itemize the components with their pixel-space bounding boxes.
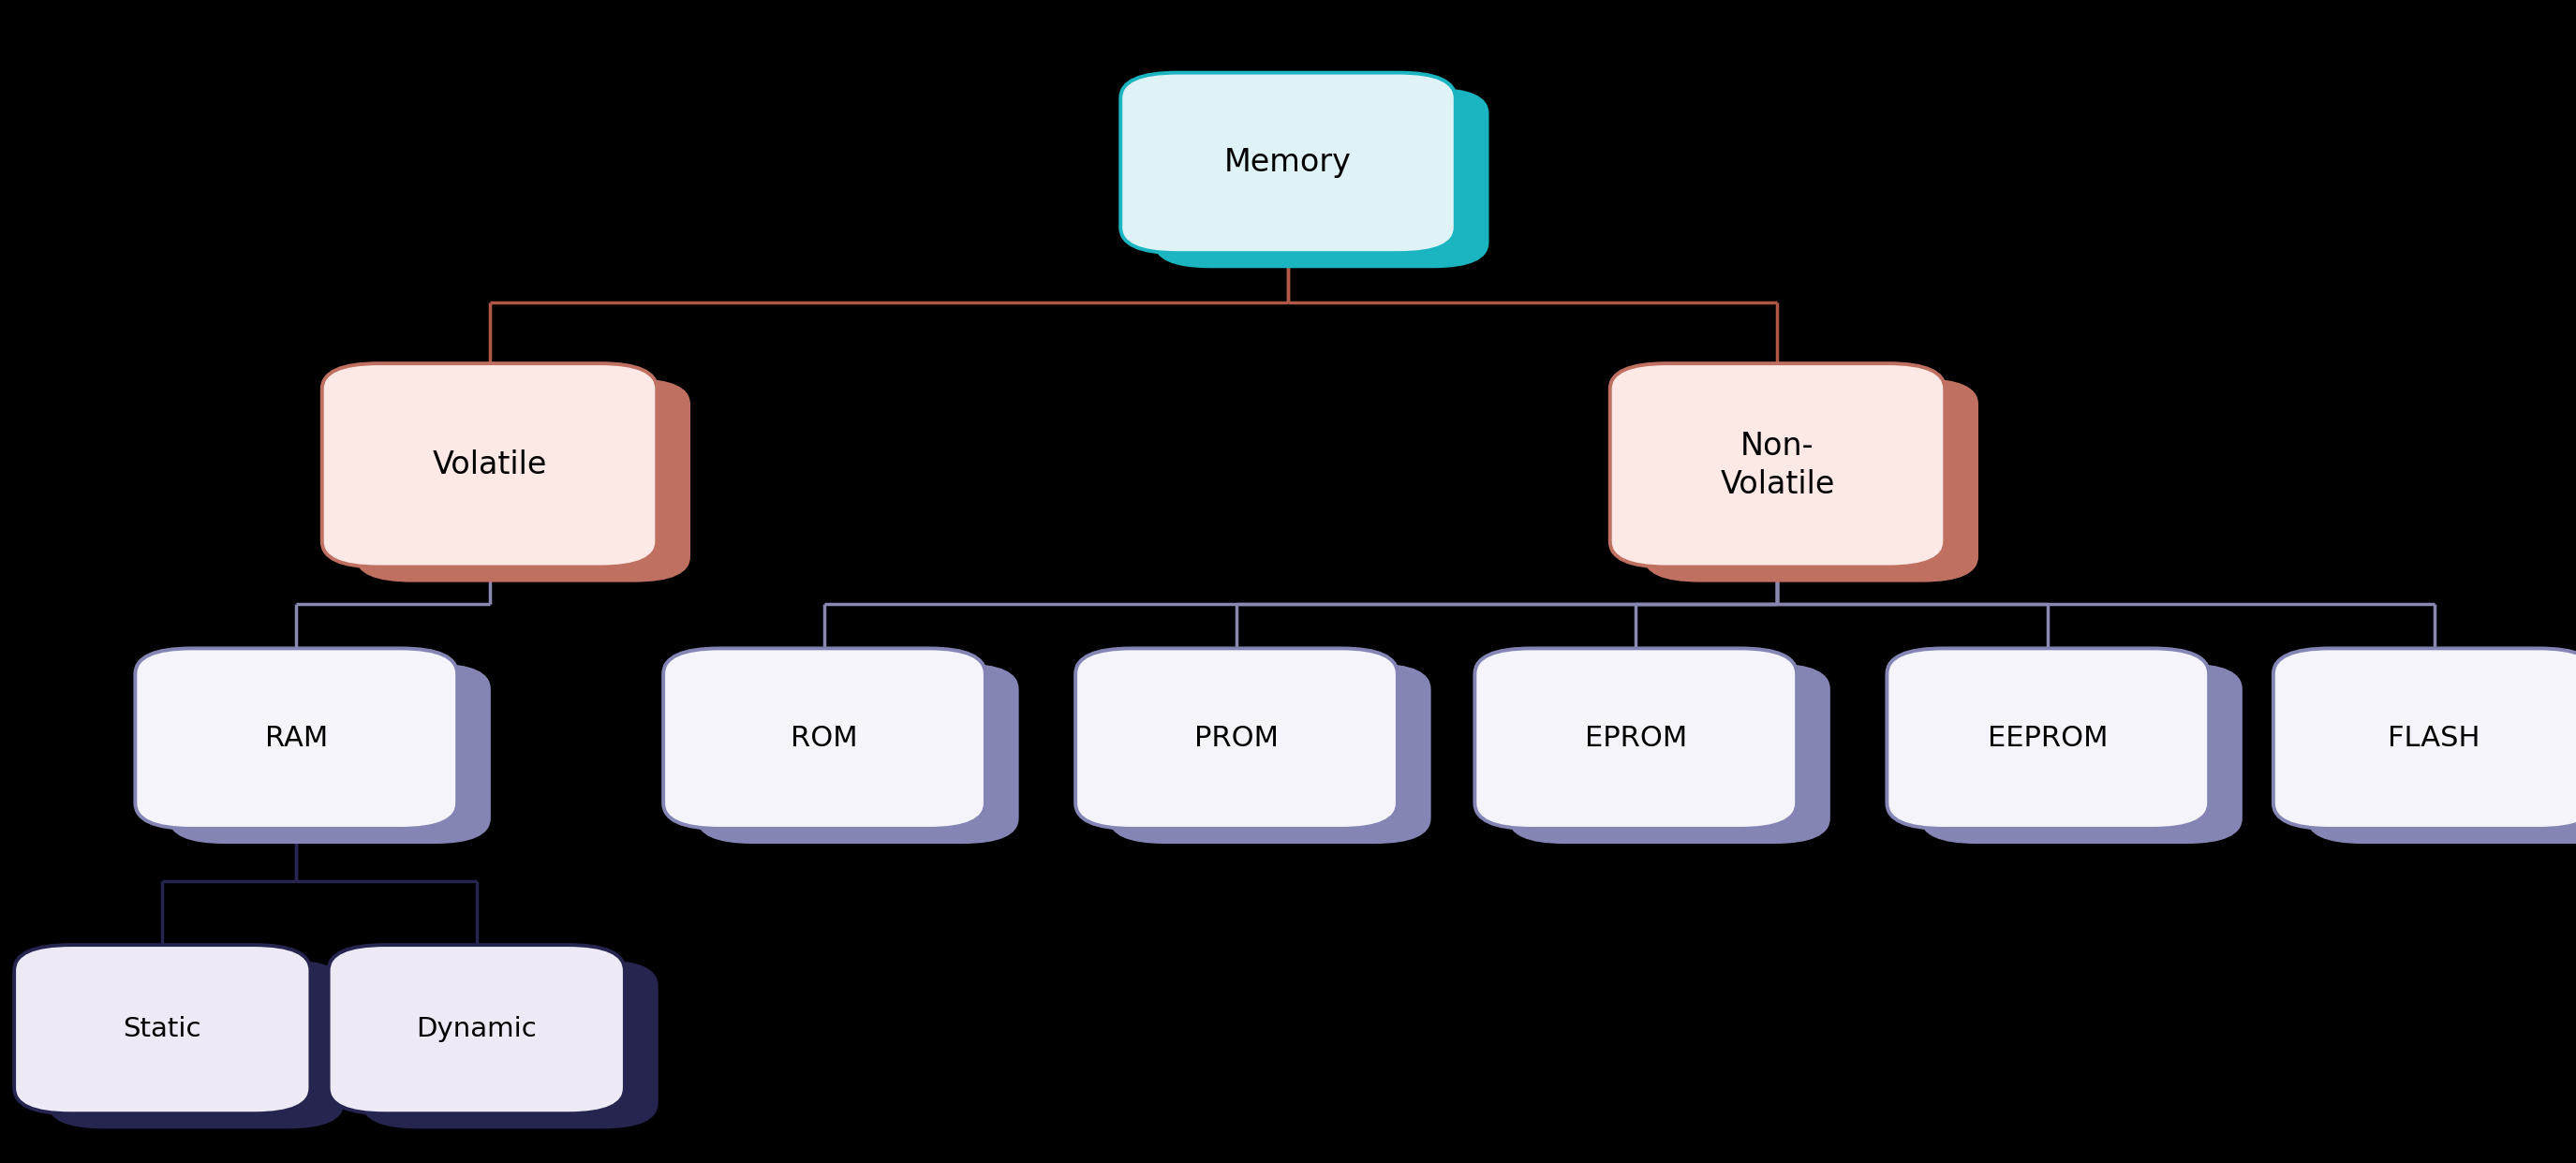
FancyBboxPatch shape: [46, 961, 343, 1128]
FancyBboxPatch shape: [1154, 88, 1489, 269]
Text: Memory: Memory: [1224, 148, 1352, 178]
FancyBboxPatch shape: [1108, 663, 1432, 844]
FancyBboxPatch shape: [330, 944, 623, 1114]
Text: FLASH: FLASH: [2388, 725, 2481, 752]
Text: ROM: ROM: [791, 725, 858, 752]
Text: PROM: PROM: [1195, 725, 1278, 752]
Text: RAM: RAM: [265, 725, 327, 752]
FancyBboxPatch shape: [322, 363, 657, 568]
Text: Volatile: Volatile: [433, 450, 546, 480]
FancyBboxPatch shape: [1121, 72, 1455, 254]
FancyBboxPatch shape: [665, 649, 984, 828]
FancyBboxPatch shape: [1886, 649, 2208, 828]
FancyBboxPatch shape: [1507, 663, 1829, 844]
FancyBboxPatch shape: [2272, 649, 2576, 828]
FancyBboxPatch shape: [355, 379, 690, 583]
FancyBboxPatch shape: [1919, 663, 2241, 844]
Text: Static: Static: [124, 1016, 201, 1042]
FancyBboxPatch shape: [134, 649, 459, 828]
FancyBboxPatch shape: [1077, 649, 1396, 828]
FancyBboxPatch shape: [1643, 379, 1978, 583]
FancyBboxPatch shape: [2308, 663, 2576, 844]
Text: EEPROM: EEPROM: [1989, 725, 2107, 752]
FancyBboxPatch shape: [1473, 649, 1798, 828]
FancyBboxPatch shape: [361, 961, 659, 1128]
Text: EPROM: EPROM: [1584, 725, 1687, 752]
Text: Non-
Volatile: Non- Volatile: [1721, 430, 1834, 500]
FancyBboxPatch shape: [13, 944, 309, 1114]
Text: Dynamic: Dynamic: [417, 1016, 536, 1042]
FancyBboxPatch shape: [1610, 363, 1945, 568]
FancyBboxPatch shape: [696, 663, 1018, 844]
FancyBboxPatch shape: [170, 663, 489, 844]
